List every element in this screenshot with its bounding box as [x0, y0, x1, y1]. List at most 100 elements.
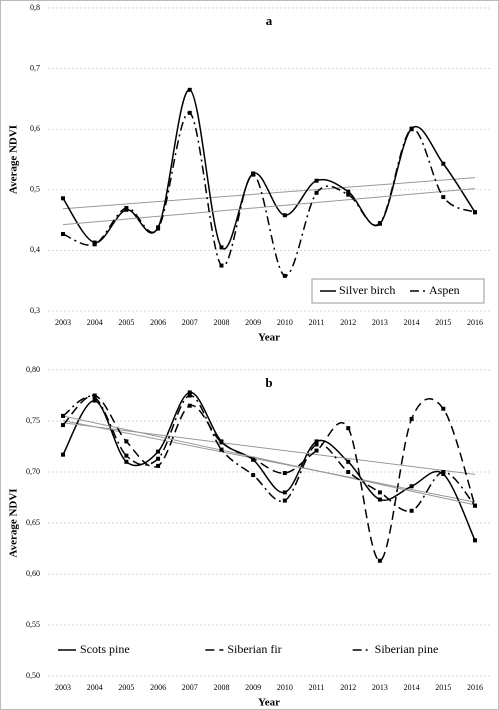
point-marker: [346, 426, 351, 431]
y-tick-label: 0,55: [26, 620, 40, 629]
point-marker: [441, 161, 446, 166]
legend-label: Silver birch: [339, 283, 395, 297]
x-axis-label: Year: [258, 697, 280, 709]
x-tick-label: 2008: [213, 683, 229, 692]
legend-box: [311, 278, 485, 304]
y-tick-label: 0,6: [30, 124, 40, 133]
x-tick-label: 2011: [309, 683, 325, 692]
point-marker: [92, 398, 97, 403]
x-tick-label: 2016: [467, 683, 483, 692]
point-marker: [282, 213, 287, 218]
y-axis-label: Average NDVI: [8, 125, 20, 194]
x-tick-label: 2013: [372, 318, 388, 327]
point-marker: [441, 406, 446, 411]
point-marker: [314, 178, 319, 183]
point-marker: [377, 497, 382, 502]
x-tick-label: 2007: [182, 318, 198, 327]
x-tick-label: 2004: [87, 683, 103, 692]
point-marker: [409, 508, 414, 513]
y-tick-label: 0,80: [26, 365, 40, 374]
x-axis-label: Year: [258, 332, 280, 344]
point-marker: [61, 423, 65, 428]
point-marker: [441, 472, 446, 477]
point-marker: [124, 439, 129, 444]
point-marker: [219, 245, 224, 250]
point-marker: [473, 503, 477, 508]
point-marker: [251, 473, 256, 478]
y-tick-label: 0,50: [26, 671, 40, 680]
y-tick-label: 0,75: [26, 416, 40, 425]
point-marker: [282, 490, 287, 495]
x-tick-label: 2012: [340, 318, 356, 327]
y-tick-label: 0,8: [30, 3, 40, 12]
y-tick-label: 0,70: [26, 467, 40, 476]
point-marker: [251, 172, 256, 177]
point-marker: [441, 470, 446, 474]
trend-line: [62, 422, 476, 475]
point-marker: [282, 273, 287, 278]
point-marker: [61, 413, 65, 418]
point-marker: [251, 456, 256, 461]
point-marker: [187, 87, 192, 92]
x-tick-label: 2006: [150, 683, 166, 692]
point-marker: [156, 449, 161, 454]
point-marker: [187, 403, 192, 408]
chart-title: a: [266, 13, 273, 28]
point-marker: [92, 393, 97, 398]
x-tick-label: 2007: [182, 683, 198, 692]
x-tick-label: 2006: [150, 318, 166, 327]
point-marker: [92, 242, 97, 247]
point-marker: [187, 110, 192, 115]
y-tick-label: 0,7: [30, 63, 40, 72]
point-marker: [314, 442, 319, 447]
series-line: [62, 394, 476, 512]
y-tick-label: 0,65: [26, 518, 40, 527]
point-marker: [92, 395, 97, 400]
point-marker: [346, 459, 351, 464]
point-marker: [473, 210, 477, 215]
x-tick-label: 2012: [340, 683, 356, 692]
x-tick-label: 2014: [404, 683, 420, 692]
trend-line: [62, 415, 476, 506]
point-marker: [314, 439, 319, 444]
x-tick-label: 2008: [213, 318, 229, 327]
y-axis-label: Average NDVI: [8, 488, 20, 557]
x-tick-label: 2005: [118, 318, 134, 327]
x-tick-label: 2009: [245, 318, 261, 327]
legend-label: Aspen: [429, 283, 460, 297]
point-marker: [314, 448, 319, 453]
series-line: [62, 112, 476, 277]
point-marker: [409, 484, 414, 489]
point-marker: [377, 221, 382, 226]
point-marker: [156, 456, 161, 461]
x-tick-label: 2013: [372, 683, 388, 692]
point-marker: [409, 127, 414, 132]
point-marker: [219, 447, 224, 452]
x-tick-label: 2010: [277, 318, 293, 327]
point-marker: [282, 498, 287, 503]
trend-line: [62, 188, 476, 226]
x-tick-label: 2010: [277, 683, 293, 692]
point-marker: [156, 226, 161, 231]
point-marker: [156, 463, 161, 468]
x-tick-label: 2011: [309, 318, 325, 327]
x-tick-label: 2005: [118, 683, 134, 692]
point-marker: [124, 205, 129, 210]
legend-label: Siberian fir: [227, 642, 281, 656]
x-tick-label: 2003: [55, 683, 71, 692]
x-tick-label: 2014: [404, 318, 420, 327]
x-tick-label: 2015: [435, 683, 451, 692]
point-marker: [61, 196, 65, 201]
point-marker: [441, 195, 446, 200]
y-tick-label: 0,5: [30, 185, 40, 194]
point-marker: [377, 490, 382, 495]
legend-label: Siberian pine: [375, 642, 439, 656]
point-marker: [187, 393, 192, 398]
point-marker: [61, 452, 65, 457]
y-tick-label: 0,3: [30, 306, 40, 315]
point-marker: [219, 440, 224, 445]
chart-title: b: [265, 375, 272, 390]
point-marker: [187, 390, 192, 395]
y-tick-label: 0,60: [26, 569, 40, 578]
